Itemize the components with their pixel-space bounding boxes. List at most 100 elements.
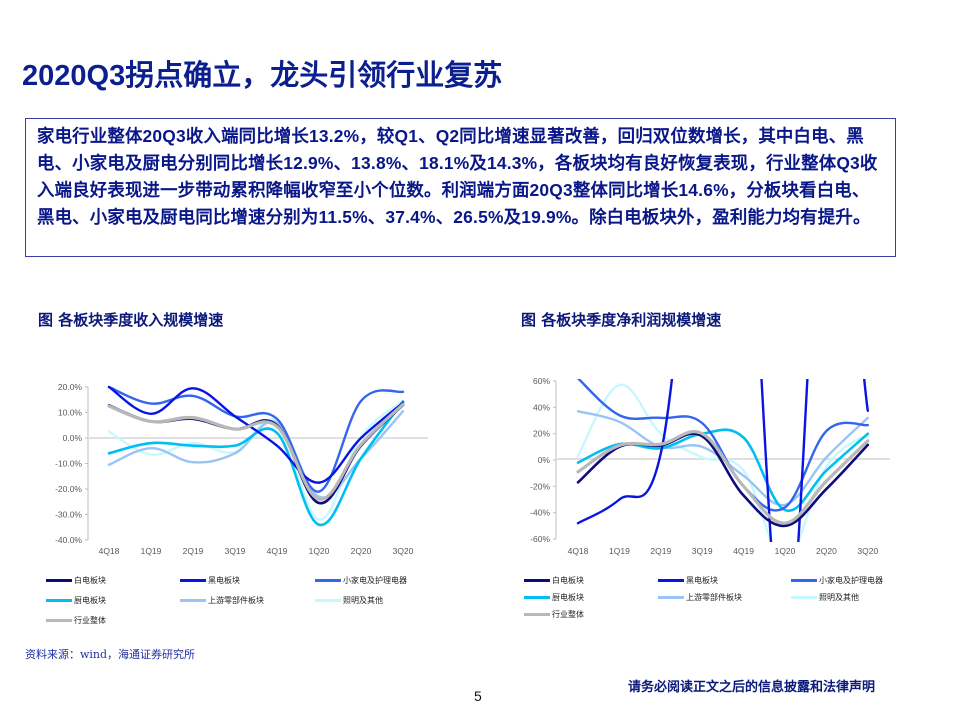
series-line [107,385,405,493]
series-lines [107,385,405,527]
x-tick-label: 1Q19 [609,546,630,556]
y-tick-label: 0.0% [63,433,83,443]
series-line [107,402,405,501]
legend-label: 厨电板块 [552,593,584,602]
x-tick-label: 2Q19 [650,546,671,556]
y-tick-label: -20.0% [55,484,82,494]
legend-swatch [315,599,341,602]
legend-item-hangye: 行业整体 [46,615,106,626]
legend-label: 黑电板块 [208,576,240,585]
source-note: 资料来源：wind，海通证券研究所 [25,648,196,661]
x-tick-label: 4Q19 [267,546,288,556]
legend-label: 白电板块 [552,576,584,585]
y-tick-label: -60% [530,534,550,544]
disclaimer-link[interactable]: 请务必阅读正文之后的信息披露和法律声明 [628,680,876,695]
legend-swatch [180,599,206,602]
legend-label: 小家电及护理电器 [819,576,883,585]
legend-swatch [524,596,550,599]
series-line [107,399,405,521]
legend-label: 上游零部件板块 [208,596,264,605]
page-title: 2020Q3拐点确立，龙头引领行业复苏 [22,60,503,92]
legend-label: 白电板块 [74,576,106,585]
legend-item-baidian: 白电板块 [524,575,584,586]
legend-item-zhaoming: 照明及其他 [315,595,383,606]
x-tick-label: 1Q20 [309,546,330,556]
y-tick-label: -30.0% [55,510,82,520]
legend-label: 照明及其他 [819,593,859,602]
x-tick-label: 3Q20 [857,546,878,556]
legend-swatch [46,579,72,582]
legend-item-xiaojiadian: 小家电及护理电器 [791,575,883,586]
legend-item-chudian: 厨电板块 [524,592,584,603]
series-lines [576,379,870,542]
legend-label: 行业整体 [552,610,584,619]
legend-swatch [46,599,72,602]
y-axis-ticks: 60% 40% 20% 0% -20% -40% -60% [530,376,556,544]
legend-item-heidian: 黑电板块 [658,575,718,586]
x-tick-label: 1Q20 [775,546,796,556]
legend-label: 小家电及护理电器 [343,576,407,585]
summary-text: 家电行业整体20Q3收入端同比增长13.2%，较Q1、Q2同比增速显著改善，回归… [37,126,878,227]
x-tick-label: 2Q20 [816,546,837,556]
y-tick-label: 0% [538,455,551,465]
x-axis-ticks: 4Q18 1Q19 2Q19 3Q19 4Q19 1Q20 2Q20 3Q20 [568,546,879,556]
series-line [107,400,405,527]
x-tick-label: 2Q20 [351,546,372,556]
x-tick-label: 2Q19 [183,546,204,556]
legend-item-xiaojiadian: 小家电及护理电器 [315,575,407,586]
y-tick-label: 20% [533,429,550,439]
profit-growth-chart: 60% 40% 20% 0% -20% -40% -60% 4Q18 1Q19 2Q19 3Q19… [530,376,890,556]
series-line [107,385,405,484]
legend-swatch [791,579,817,582]
legend-item-baidian: 白电板块 [46,575,106,586]
legend-item-chudian: 厨电板块 [46,595,106,606]
revenue-growth-chart: 20.0% 10.0% 0.0% -10.0% -20.0% -30.0% -40.0% 4… [55,382,428,556]
y-tick-label: -10.0% [55,459,82,469]
legend-swatch [658,596,684,599]
x-tick-label: 4Q18 [568,546,589,556]
x-tick-label: 3Q19 [692,546,713,556]
y-tick-label: 10.0% [58,408,83,418]
y-axis-ticks: 20.0% 10.0% 0.0% -10.0% -20.0% -30.0% -40.0% [55,382,88,545]
y-tick-label: 20.0% [58,382,83,392]
legend-swatch [524,613,550,616]
y-tick-label: -20% [530,481,550,491]
legend-label: 行业整体 [74,616,106,625]
x-tick-label: 4Q18 [99,546,120,556]
series-line [576,383,869,542]
x-tick-label: 3Q20 [393,546,414,556]
series-line [107,410,405,499]
legend-swatch [180,579,206,582]
summary-box: 家电行业整体20Q3收入端同比增长13.2%，较Q1、Q2同比增速显著改善，回归… [25,118,896,257]
legend-item-shangyou: 上游零部件板块 [180,595,264,606]
x-tick-label: 1Q19 [141,546,162,556]
legend-item-heidian: 黑电板块 [180,575,240,586]
legend-label: 黑电板块 [686,576,718,585]
legend-swatch [658,579,684,582]
y-tick-label: 60% [533,376,550,386]
legend-label: 照明及其他 [343,596,383,605]
legend-label: 上游零部件板块 [686,593,742,602]
legend-swatch [524,579,550,582]
legend-swatch [46,619,72,622]
page-number: 5 [474,688,482,704]
x-tick-label: 4Q19 [733,546,754,556]
y-tick-label: -40% [530,508,550,518]
series-line [576,430,870,525]
y-tick-label: 40% [533,402,550,412]
legend-label: 厨电板块 [74,596,106,605]
legend-swatch [791,596,817,599]
legend-swatch [315,579,341,582]
profit-chart-legend: 白电板块 黑电板块 小家电及护理电器 厨电板块 上游零部件板块 照明及其他 行业… [524,575,924,635]
legend-item-zhaoming: 照明及其他 [791,592,859,603]
revenue-chart-title: 图 各板块季度收入规模增速 [38,311,224,329]
legend-item-hangye: 行业整体 [524,609,584,620]
series-line [576,379,869,542]
x-axis-ticks: 4Q18 1Q19 2Q19 3Q19 4Q19 1Q20 2Q20 3Q20 [99,546,414,556]
series-line [576,432,870,528]
y-tick-label: -40.0% [55,535,82,545]
x-tick-label: 3Q19 [225,546,246,556]
profit-chart-title: 图 各板块季度净利润规模增速 [521,311,722,329]
legend-item-shangyou: 上游零部件板块 [658,592,742,603]
revenue-chart-legend: 白电板块 黑电板块 小家电及护理电器 厨电板块 上游零部件板块 照明及其他 行业… [46,575,446,635]
